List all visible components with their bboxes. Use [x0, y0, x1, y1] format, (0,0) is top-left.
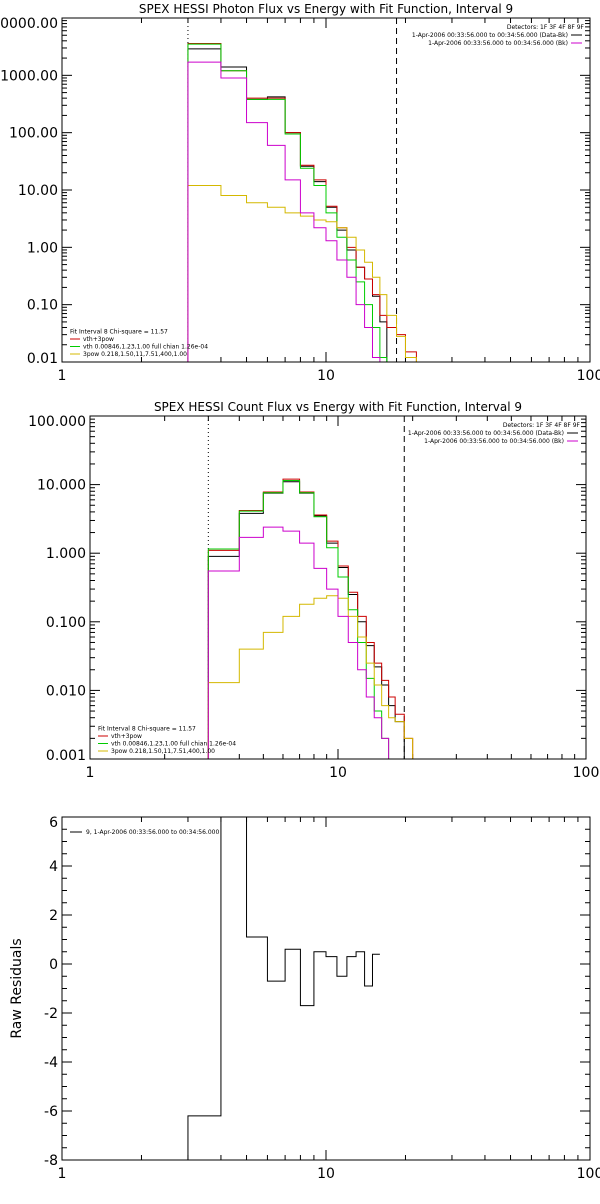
x-tick-label: 100: [577, 1166, 600, 1182]
series-vth: [207, 479, 396, 759]
panel-photon-flux: SPEX HESSI Photon Flux vs Energy with Fi…: [0, 2, 600, 384]
series--bk-: [207, 526, 396, 759]
legend-entry: Fit Interval 8 Chi-square = 11.57: [70, 329, 168, 336]
legend-entry: vth 0.00846,1.23,1.00 full chian 1.26e-0…: [111, 741, 236, 748]
y-tick-label: 1000.00: [0, 68, 58, 84]
chart-title: SPEX HESSI Count Flux vs Energy with Fit…: [154, 400, 522, 414]
legend-entry: 1-Apr-2006 00:33:56.000 to 00:34:56.000 …: [408, 430, 564, 437]
series-vth: [187, 43, 388, 362]
x-tick-label: 1: [58, 1166, 67, 1182]
series--data-bk-: [187, 48, 388, 362]
y-tick-label: 1.000: [46, 546, 86, 562]
x-tick-label: 1: [58, 368, 67, 384]
y-tick-label: -8: [44, 1153, 58, 1169]
y-tick-label: 6: [49, 815, 58, 831]
series--data-bk-: [207, 481, 405, 759]
detectors-label: Detectors: 1F 3F 4F 8F 9F: [503, 422, 581, 429]
y-tick-label: 0: [49, 957, 58, 973]
legend-entry: vth+3pow: [83, 336, 114, 343]
panel-count-flux: SPEX HESSI Count Flux vs Energy with Fit…: [28, 400, 599, 781]
legend-entry: vth+3pow: [111, 733, 142, 740]
y-tick-label: 100.000: [28, 414, 86, 430]
y-tick-label: 10000.00: [0, 16, 58, 32]
series-3pow: [187, 184, 417, 362]
y-tick-label: -6: [44, 1104, 58, 1120]
y-tick-label: 2: [49, 908, 58, 924]
y-tick-label: 10.00: [18, 183, 58, 199]
x-tick-label: 10: [317, 368, 335, 384]
series--bk-: [187, 61, 381, 362]
x-tick-label: 10: [329, 765, 347, 781]
plot-frame: [89, 415, 587, 760]
x-tick-label: 10: [317, 1166, 335, 1182]
chart-title: SPEX HESSI Photon Flux vs Energy with Fi…: [139, 2, 513, 16]
x-tick-label: 100: [577, 368, 600, 384]
x-tick-label: 1: [86, 765, 95, 781]
detectors-label: Detectors: 1F 3F 4F 8F 9F: [507, 24, 585, 31]
y-tick-label: 0.10: [27, 298, 58, 314]
series-residuals: [187, 817, 380, 1160]
y-axis-label: Raw Residuals: [9, 938, 25, 1038]
y-tick-label: -4: [44, 1055, 58, 1071]
legend-entry: 1-Apr-2006 00:33:56.000 to 00:34:56.000 …: [424, 438, 564, 445]
y-tick-label: 0.001: [46, 748, 86, 764]
y-tick-label: -2: [44, 1006, 58, 1022]
legend-entry: 1-Apr-2006 00:33:56.000 to 00:34:56.000 …: [412, 32, 568, 39]
y-tick-label: 1.00: [27, 240, 58, 256]
y-tick-label: 10.000: [37, 478, 86, 494]
y-tick-label: 0.010: [46, 683, 86, 699]
panel-raw-residuals: Raw Residuals 1 10 100 -8 -6 -4 -2 0 2 4 6 9, 1-Apr-…: [9, 815, 600, 1182]
series-3pow: [207, 595, 424, 759]
legend-entry: 3pow 0.218,1.50,11,7.51,400,1.00: [111, 748, 215, 755]
y-tick-label: 0.01: [27, 351, 58, 367]
y-tick-label: 0.100: [46, 615, 86, 631]
legend-entry: 9, 1-Apr-2006 00:33:56.000 to 00:34:56.0…: [86, 829, 219, 836]
plot-frame: [61, 17, 591, 363]
legend-entry: Fit Interval 8 Chi-square = 11.57: [98, 726, 196, 733]
y-tick-label: 100.00: [9, 126, 58, 142]
plot-frame: [61, 816, 591, 1161]
x-tick-label: 100: [573, 765, 600, 781]
legend-entry: 3pow 0.218,1.50,11,7.51,400,1.00: [83, 351, 187, 358]
legend-entry: vth 0.00846,1.23,1.00 full chian 1.26e-0…: [83, 344, 208, 351]
series-vth-3pow: [187, 42, 417, 362]
legend-entry: 1-Apr-2006 00:33:56.000 to 00:34:56.000 …: [428, 40, 568, 47]
y-tick-label: 4: [49, 859, 58, 875]
series-vth-3pow: [207, 478, 424, 759]
